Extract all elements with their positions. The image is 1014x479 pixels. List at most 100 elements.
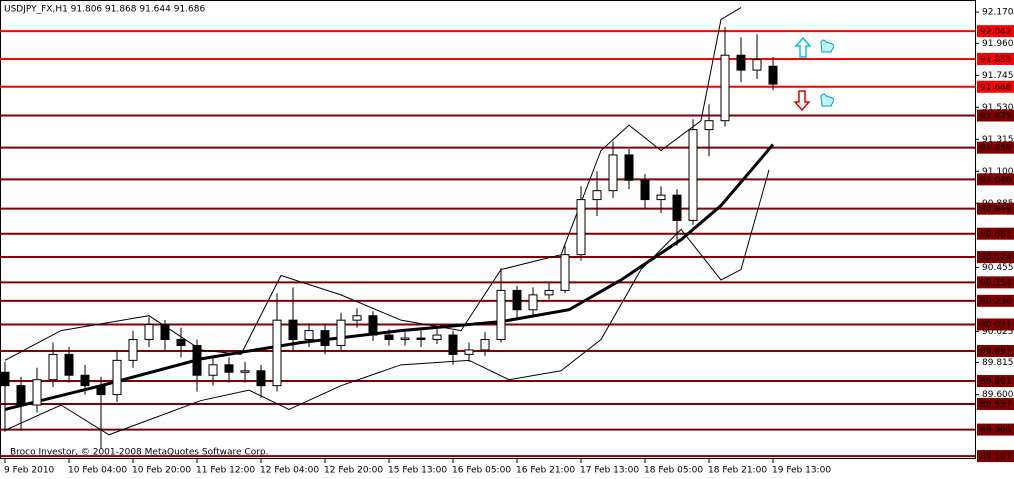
level-label: 89.691 (980, 377, 1012, 387)
candle-body (224, 364, 234, 373)
candle-body (16, 385, 26, 406)
candle-body (240, 370, 250, 373)
level-label-box (977, 276, 1014, 289)
plot-frame (0, 0, 976, 459)
level-label-box (977, 52, 1014, 65)
x-tick-label: 18 Feb 21:00 (708, 466, 767, 476)
down-arrow (793, 90, 811, 112)
level-label: 91.668 (980, 83, 1012, 93)
y-tick-label: 91.745 (982, 71, 1014, 81)
candle-body (656, 194, 666, 201)
candle-body (320, 330, 330, 346)
candle-body (528, 294, 538, 311)
candle-body (96, 385, 106, 396)
level-label-box (977, 251, 1014, 264)
candle-body (640, 179, 650, 201)
candle-body (720, 54, 730, 122)
candle-body (592, 190, 602, 201)
x-tick-label: 9 Feb 2010 (4, 466, 55, 476)
candle-body (304, 330, 314, 341)
candle-body (416, 337, 426, 341)
candle-body (112, 359, 122, 396)
candle-body (688, 129, 698, 221)
level-label: 92.042 (980, 27, 1012, 37)
y-tick-label: 92.170 (982, 8, 1014, 18)
level-label-box (977, 109, 1014, 122)
bollinger-lower (4, 169, 770, 436)
candle-body (400, 337, 410, 341)
level-label: 89.537 (980, 400, 1012, 410)
signal-icons (793, 36, 835, 112)
hand-icon (820, 39, 835, 53)
candle-body (384, 334, 394, 341)
candle-body (576, 199, 586, 256)
candle-body (336, 319, 346, 346)
candle-body (480, 339, 490, 351)
x-tick-label: 11 Feb 12:00 (196, 466, 255, 476)
x-tick-label: 12 Feb 20:00 (324, 466, 383, 476)
candle-body (352, 315, 362, 321)
level-label: 90.230 (980, 297, 1012, 307)
level-label-box (977, 318, 1014, 331)
candle-body (512, 289, 522, 311)
level-label-box (977, 450, 1014, 463)
candle-body (752, 59, 762, 71)
level-label: 90.681 (980, 230, 1012, 240)
x-tick-label: 18 Feb 05:00 (644, 466, 703, 476)
candle-body (672, 194, 682, 221)
level-label: 90.071 (980, 320, 1012, 330)
level-label: 90.849 (980, 205, 1012, 215)
y-tick-label: 91.315 (982, 135, 1014, 145)
candle-body (0, 371, 10, 387)
candle-body (704, 120, 714, 131)
y-tick-label: 90.455 (982, 263, 1014, 273)
candle-body (464, 349, 474, 355)
level-label-box (977, 80, 1014, 93)
candle-body (432, 334, 442, 341)
level-label: 91.855 (980, 55, 1012, 65)
candle-body (768, 65, 778, 85)
x-tick-label: 10 Feb 20:00 (132, 466, 191, 476)
candle-body (368, 315, 378, 336)
y-tick-label: 91.530 (982, 103, 1014, 113)
level-label-box (977, 25, 1014, 38)
level-label: 89.187 (980, 452, 1012, 462)
candle-body (448, 334, 458, 355)
candle-body (608, 154, 618, 192)
y-tick-label: 90.025 (982, 327, 1014, 337)
candle-body (624, 154, 634, 181)
candle-body (256, 370, 266, 387)
candle-body (144, 324, 154, 341)
candle-body (192, 344, 202, 376)
candle-body (160, 324, 170, 341)
candle-body (288, 319, 298, 341)
y-tick-label: 89.815 (982, 358, 1014, 368)
level-label-box (977, 294, 1014, 307)
chart-title: USDJPY_FX,H1 91.806 91.868 91.644 91.686 (4, 5, 205, 15)
level-label-box (977, 227, 1014, 240)
level-label: 89.893 (980, 347, 1012, 357)
candle-body (48, 353, 58, 381)
x-tick-label: 16 Feb 21:00 (516, 466, 575, 476)
hand-icon (820, 93, 835, 107)
level-label: 91.475 (980, 112, 1012, 122)
level-label-box (977, 375, 1014, 388)
x-tick-label: 10 Feb 04:00 (68, 466, 127, 476)
candle-body (208, 364, 218, 376)
y-tick-label: 89.600 (982, 390, 1014, 400)
candle-body (736, 54, 746, 71)
x-tick-label: 17 Feb 13:00 (580, 466, 639, 476)
y-tick-label: 91.960 (982, 39, 1014, 49)
level-label: 90.354 (980, 278, 1012, 288)
x-tick-label: 12 Feb 04:00 (260, 466, 319, 476)
x-tick-label: 15 Feb 13:00 (388, 466, 447, 476)
candle-body (272, 319, 282, 387)
level-label: 91.259 (980, 144, 1012, 154)
level-label-box (977, 397, 1014, 410)
copyright: Broco Investor, © 2001-2008 MetaQuotes S… (10, 448, 269, 458)
y-tick-label: 91.100 (982, 167, 1014, 177)
candle-body (176, 339, 186, 346)
candle-body (64, 353, 74, 376)
x-tick-label: 16 Feb 05:00 (452, 466, 511, 476)
